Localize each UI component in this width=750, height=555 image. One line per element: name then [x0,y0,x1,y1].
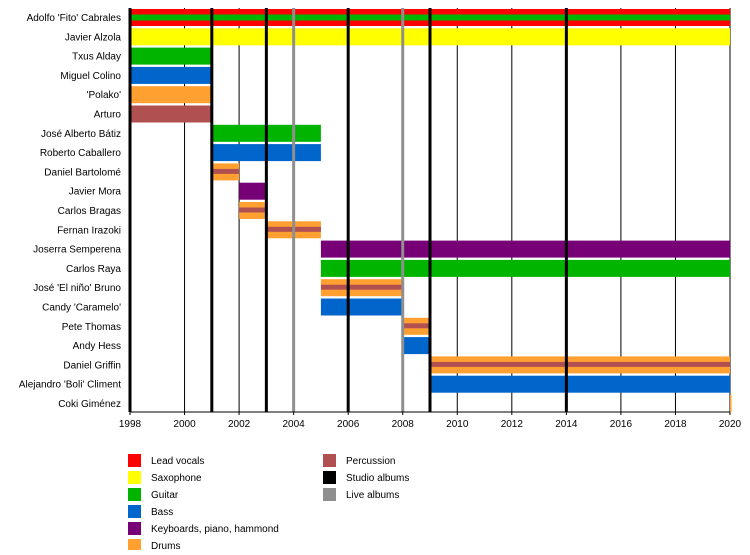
legend-swatch [128,505,141,518]
member-bar-stripe [239,207,267,213]
member-bar [130,86,212,104]
legend-swatch [323,488,336,501]
legend-label: Lead vocals [151,456,204,467]
legend-swatch [323,454,336,467]
member-bar [402,337,430,355]
member-bar [130,105,212,123]
member-label: Adolfo 'Fito' Cabrales [27,13,121,24]
member-label: Daniel Bartolomé [44,167,121,178]
member-label: José 'El niño' Bruno [33,283,121,294]
x-tick-label: 2018 [664,419,687,430]
x-tick-label: 2014 [555,419,578,430]
x-tick-label: 2010 [446,419,469,430]
member-label: 'Polako' [87,90,121,101]
legend-label: Percussion [346,456,395,467]
member-label: José Alberto Bátiz [41,129,121,140]
member-label: Fernan Irazoki [57,225,121,236]
legend-label: Drums [151,541,180,550]
member-bar [730,395,732,412]
member-label: Txus Alday [72,52,121,63]
x-tick-label: 2006 [337,419,360,430]
legend-swatch [128,471,141,484]
member-bar [320,259,730,277]
member-bar [320,240,730,258]
member-label: Coki Giménez [58,399,121,410]
member-bar [239,182,267,200]
x-tick-label: 1998 [119,419,142,430]
member-label: Javier Mora [69,187,122,198]
member-bar-stripe [430,361,730,367]
member-bar [130,47,212,65]
member-bar-stripe [402,323,430,329]
legend-label: Guitar [151,490,179,501]
legend-swatch [128,454,141,467]
x-tick-label: 2016 [610,419,633,430]
x-tick-label: 2008 [392,419,415,430]
x-tick-label: 2020 [719,419,742,430]
member-label: Joserra Semperena [33,245,121,256]
member-bar [320,298,403,316]
member-bar-stripe [320,284,403,290]
x-tick-label: 2004 [283,419,306,430]
member-label: Javier Alzola [65,32,122,43]
legend-swatch [128,539,141,552]
member-label: Daniel Griffin [63,360,121,371]
member-label: Carlos Raya [66,264,121,275]
member-label: Pete Thomas [62,322,121,333]
legend-label: Keyboards, piano, hammond [151,524,279,535]
member-bar-stripe [211,168,240,174]
member-bar [130,66,212,84]
legend-swatch [323,471,336,484]
legend-swatch [128,522,141,535]
member-bar [430,375,730,393]
legend-label: Live albums [346,490,399,501]
x-tick-label: 2012 [501,419,524,430]
member-label: Alejandro 'Boli' Climent [19,380,121,391]
member-label: Miguel Colino [60,71,121,82]
member-label: Roberto Caballero [40,148,122,159]
legend-label: Studio albums [346,473,409,484]
member-label: Carlos Bragas [58,206,121,217]
member-label: Arturo [94,110,122,121]
x-tick-label: 2000 [173,419,196,430]
legend-label: Bass [151,507,173,518]
x-tick-label: 2002 [228,419,251,430]
member-label: Candy 'Caramelo' [42,303,121,314]
legend-swatch [128,488,141,501]
member-label: Andy Hess [73,341,121,352]
legend-label: Saxophone [151,473,202,484]
